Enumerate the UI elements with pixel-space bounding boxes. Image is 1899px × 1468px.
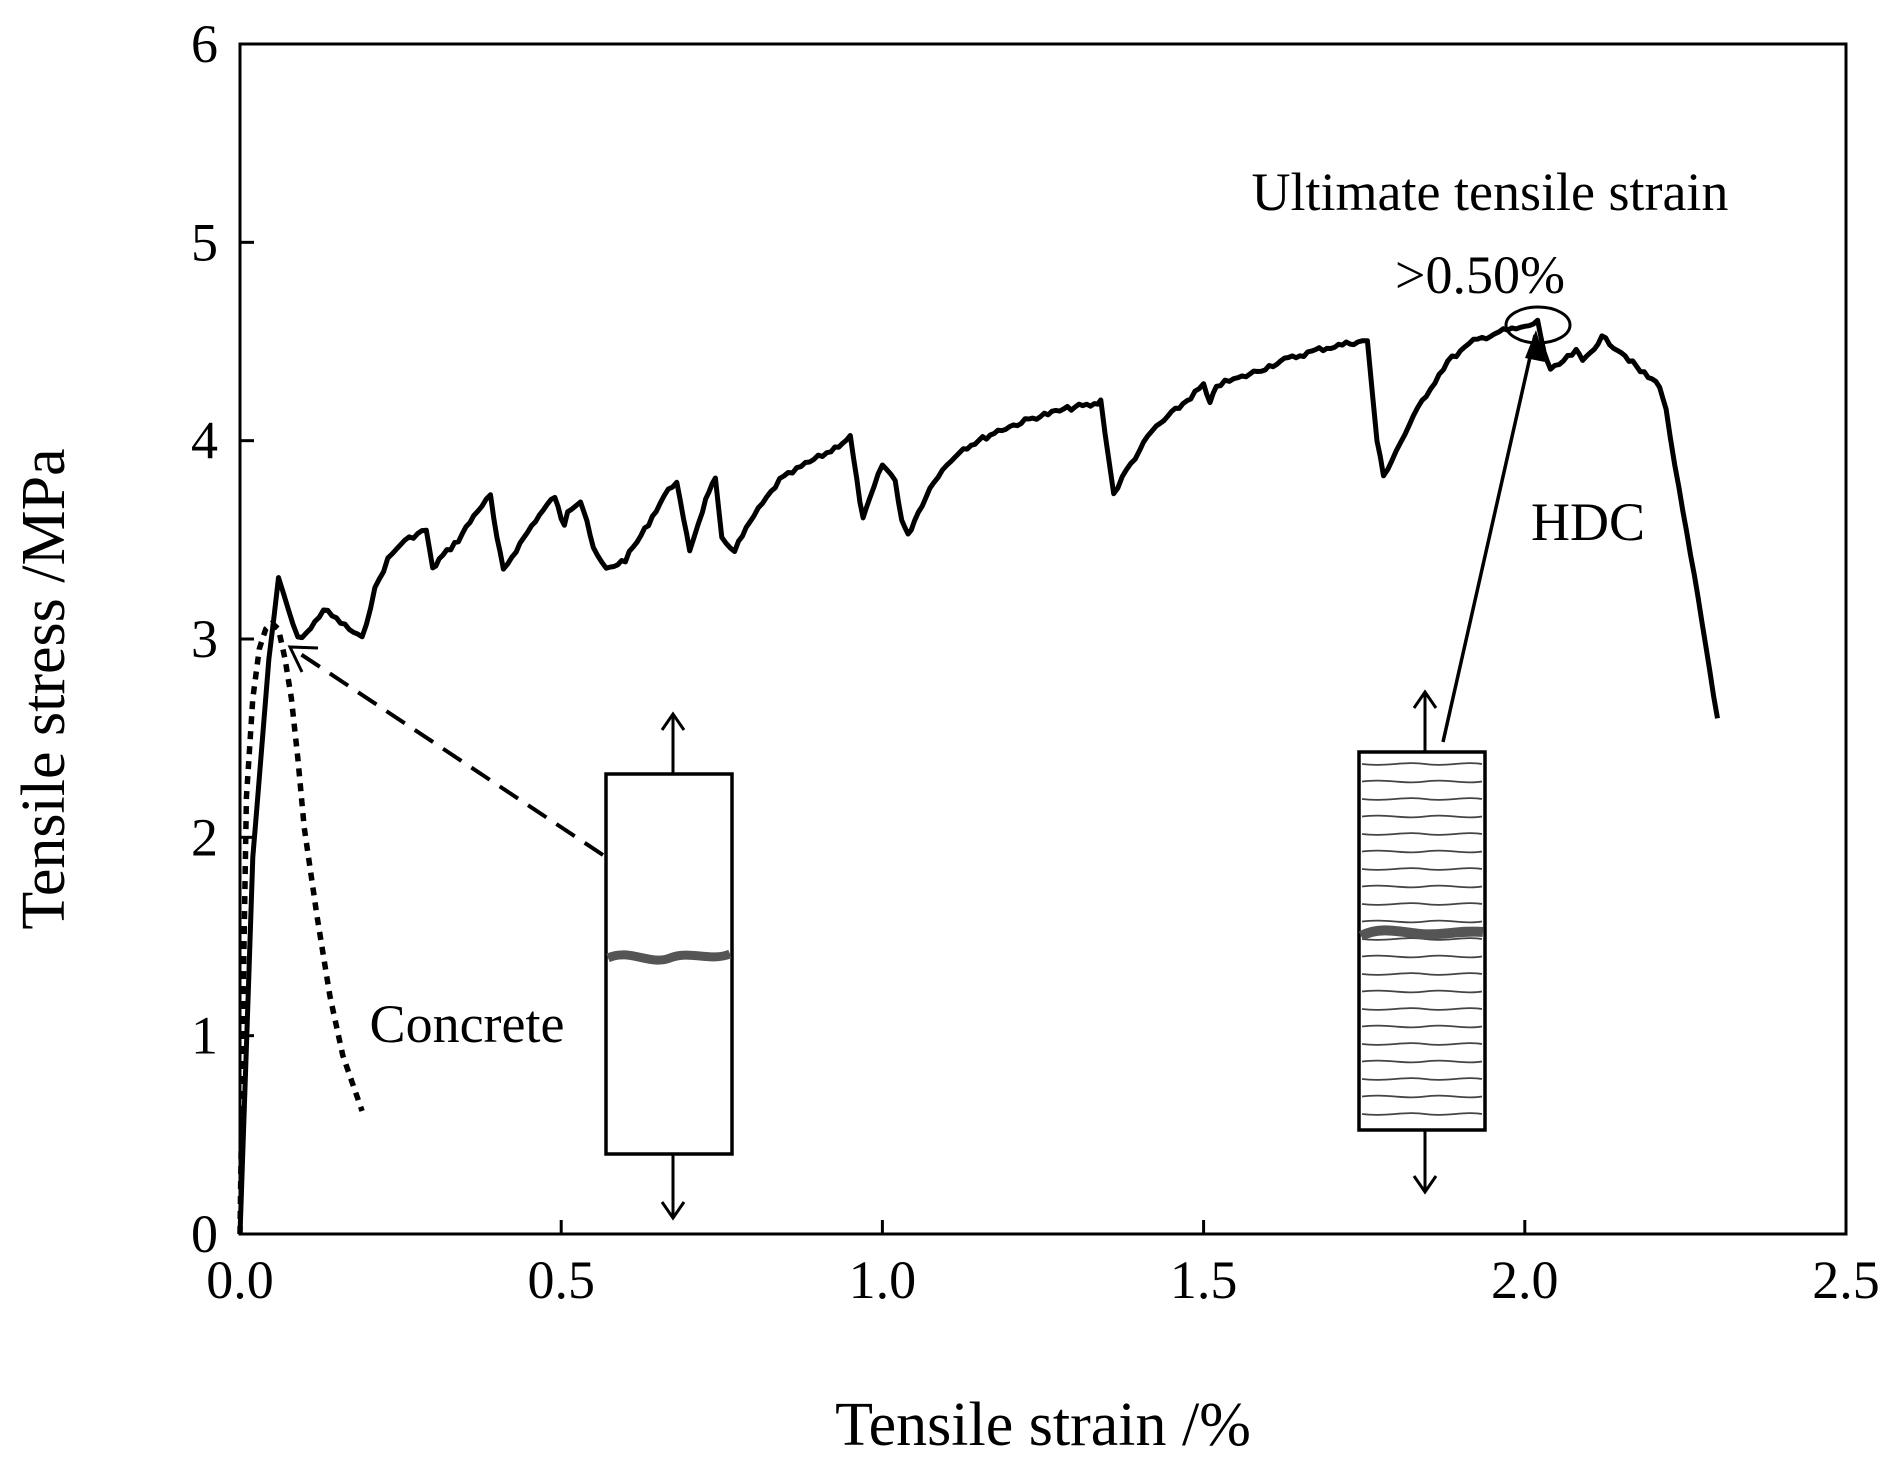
hdc-crack-line xyxy=(1361,919,1483,924)
hdc-pointer-arrow xyxy=(1441,334,1537,743)
concrete-specimen-inset xyxy=(604,711,734,1221)
axis-ticks xyxy=(238,42,1848,1236)
x-tick-label-3: 1.5 xyxy=(1170,1250,1238,1310)
y-tick-label-5: 5 xyxy=(191,212,218,272)
hdc-crack-line xyxy=(1361,779,1483,784)
hdc-crack-line xyxy=(1361,1077,1483,1081)
annotation-concrete-label: Concrete xyxy=(370,994,565,1054)
series-layer xyxy=(237,317,1720,1235)
y-tick-label-6: 6 xyxy=(191,14,218,74)
x-tick-label-1: 0.5 xyxy=(527,1250,595,1310)
x-tick-label-0: 0.0 xyxy=(206,1250,274,1310)
hdc-major-crack xyxy=(1358,925,1484,941)
hdc-crack-line xyxy=(1361,762,1483,766)
hdc-crack-line xyxy=(1361,797,1483,801)
hdc-crack-line xyxy=(1361,1007,1483,1011)
hdc-pointer-arrowhead xyxy=(1525,330,1545,362)
concrete-arrowhead-up xyxy=(660,711,686,731)
plot-frame xyxy=(238,42,1848,1236)
hdc-arrowhead-up xyxy=(1412,689,1438,709)
hdc-crack-line xyxy=(1361,989,1483,994)
y-tick-label-3: 3 xyxy=(191,609,218,669)
concrete-specimen-box xyxy=(604,772,734,1156)
hdc-crack-line xyxy=(1361,814,1483,819)
annotation-ultimate-strain-value: >0.50% xyxy=(1395,245,1565,305)
hdc-arrowhead-down xyxy=(1412,1175,1438,1195)
hdc-crack-line xyxy=(1361,972,1483,976)
x-tick-label-5: 2.5 xyxy=(1812,1250,1880,1310)
hdc-crack-line xyxy=(1361,1042,1483,1046)
hdc-specimen-box xyxy=(1357,750,1487,1132)
y-tick-label-0: 0 xyxy=(191,1204,218,1264)
hdc-crack-line xyxy=(1361,849,1483,854)
hdc-multiple-cracks xyxy=(1361,762,1483,1116)
hdc-crack-line xyxy=(1361,1112,1483,1116)
x-tick-label-4: 2.0 xyxy=(1491,1250,1559,1310)
y-tick-label-2: 2 xyxy=(191,807,218,867)
y-tick-label-1: 1 xyxy=(191,1006,218,1066)
hdc-crack-line xyxy=(1361,867,1483,871)
hdc-crack-line xyxy=(1361,832,1483,836)
axis-tick-labels: 0.0 0.5 1.0 1.5 2.0 2.5 0 1 2 3 4 5 6 xyxy=(191,14,1880,1310)
hdc-crack-line xyxy=(1361,1059,1483,1064)
hdc-crack-line xyxy=(1361,954,1483,959)
concrete-arrowhead-down xyxy=(660,1201,686,1221)
series-line-concrete xyxy=(237,619,365,1235)
hdc-crack-line xyxy=(1361,902,1483,906)
concrete-pointer-dashed xyxy=(294,649,605,857)
hdc-specimen-inset xyxy=(1357,689,1487,1195)
hdc-crack-line xyxy=(1361,1094,1483,1099)
y-axis-label: Tensile stress /MPa xyxy=(10,448,78,929)
concrete-pointer-arrowhead xyxy=(287,645,319,673)
concrete-single-crack xyxy=(606,949,732,965)
x-axis-label: Tensile strain /% xyxy=(835,1391,1251,1459)
series-line-hdc xyxy=(237,317,1720,1235)
annotation-ultimate-strain: Ultimate tensile strain xyxy=(1252,162,1729,222)
hdc-crack-line xyxy=(1361,884,1483,889)
y-tick-label-4: 4 xyxy=(191,411,218,471)
hdc-crack-line xyxy=(1361,1024,1483,1029)
annotation-hdc-label: HDC xyxy=(1531,492,1645,552)
x-tick-label-2: 1.0 xyxy=(849,1250,917,1310)
